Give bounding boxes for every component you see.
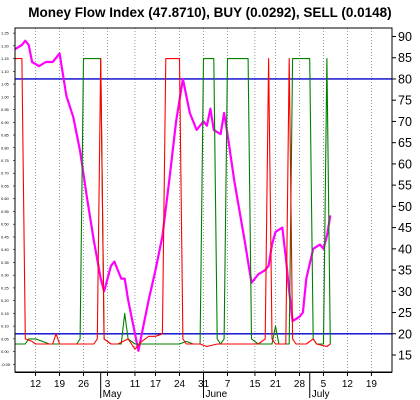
left-tick-label-0.15: 0.15 [1,311,10,316]
left-tick-label-0.05: 0.05 [1,336,10,341]
left-tick-label-0.30: 0.30 [1,273,10,278]
x-tick-label-14: 19 [366,379,378,390]
right-tick-label-35: 35 [398,264,412,278]
right-tick-label-20: 20 [398,327,412,341]
right-tick-label-60: 60 [398,157,412,171]
x-tick-label-1: 19 [54,379,66,390]
x-tick-label-2: 26 [78,379,90,390]
right-tick-label-25: 25 [398,306,412,320]
month-labels: May June July [100,372,330,400]
x-tick-label-11: 28 [294,379,306,390]
left-tick-label-0.45: 0.45 [1,234,10,239]
series-line-sell [15,58,331,350]
x-tick-label-5: 17 [150,379,162,390]
right-tick-label-65: 65 [398,136,412,150]
x-tick-label-9: 15 [249,379,261,390]
right-tick-label-90: 90 [398,30,412,44]
left-tick-label-1.15: 1.15 [1,56,10,61]
left-tick-label-1.05: 1.05 [1,82,10,87]
right-tick-label-70: 70 [398,115,412,129]
left-tick-label-0.85: 0.85 [1,133,10,138]
left-tick-label-0.20: 0.20 [1,298,10,303]
left-tick-label-0.65: 0.65 [1,183,10,188]
chart-title: Money Flow Index (47.8710), BUY (0.0292)… [28,5,391,20]
left-tick-label-0.25: 0.25 [1,285,10,290]
month-label-may: May [103,389,122,400]
month-label-june: June [206,389,228,400]
left-tick-label-0.95: 0.95 [1,107,10,112]
x-tick-label-10: 21 [270,379,282,390]
left-tick-label-0.10: 0.10 [1,324,10,329]
right-tick-label-55: 55 [398,179,412,193]
left-tick-label-0.90: 0.90 [1,120,10,125]
right-tick-label-85: 85 [398,51,412,65]
right-tick-label-50: 50 [398,200,412,214]
left-tick-label-1.00: 1.00 [1,94,10,99]
left-tick-label-0.75: 0.75 [1,158,10,163]
left-tick-label-1.20: 1.20 [1,43,10,48]
right-tick-label-15: 15 [398,349,412,363]
x-tick-label-12: 5 [321,379,327,390]
right-tick-label-45: 45 [398,221,412,235]
left-tick-label-0.50: 0.50 [1,222,10,227]
left-tick-label-1.25: 1.25 [1,31,10,36]
x-tick-label-0: 12 [30,379,42,390]
right-tick-label-40: 40 [398,242,412,256]
month-label-july: July [312,389,330,400]
left-tick-label-0.00: 0.00 [1,349,10,354]
x-tick-label-4: 11 [130,379,141,390]
left-tick-label-0.35: 0.35 [1,260,10,265]
series-lines [14,39,332,352]
right-tick-label-75: 75 [398,94,412,108]
left-tick-label-0.55: 0.55 [1,209,10,214]
left-tick-label-1.10: 1.10 [1,69,10,74]
right-axis-ticks: 15 20 25 30 35 40 45 50 55 60 65 70 75 80 85 90 [392,30,412,363]
right-tick-label-80: 80 [398,72,412,86]
right-tick-label-30: 30 [398,285,412,299]
left-tick-label--0.05: -0.05 [1,362,11,367]
left-tick-label-0.40: 0.40 [1,247,10,252]
x-tick-label-6: 24 [174,379,186,390]
x-tick-label-13: 12 [342,379,354,390]
left-tick-label-0.60: 0.60 [1,196,10,201]
left-tick-label-0.70: 0.70 [1,171,10,176]
x-tick-label-3: 3 [105,379,111,390]
left-axis-ticks: -0.05 0.00 0.05 0.10 0.15 0.20 0.25 0.30 0.35 0.4… [1,31,15,367]
x-tick-label-8: 7 [225,379,231,390]
left-tick-label-0.80: 0.80 [1,145,10,150]
